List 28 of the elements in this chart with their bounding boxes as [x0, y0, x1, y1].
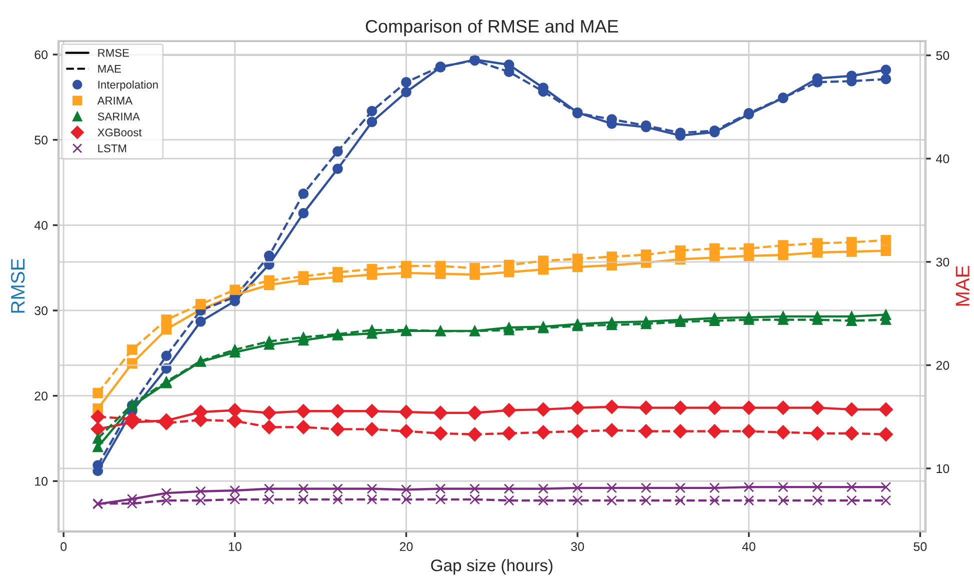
y2-axis-title: MAE [956, 266, 970, 306]
y2-tick-label: 10 [936, 464, 950, 474]
y-axis-title: RMSE [10, 258, 25, 313]
y2-tick-label: 50 [936, 51, 950, 60]
y-tick-label: 60 [34, 50, 48, 60]
x-tick-label: 20 [400, 542, 413, 552]
legend-label: SARIMA [98, 112, 140, 120]
x-tick-label: 50 [914, 542, 927, 552]
x-tick-label: 10 [228, 542, 242, 552]
legend-label: ARIMA [97, 96, 132, 104]
legend-label: LSTM [98, 144, 126, 152]
x-tick-label: 30 [571, 542, 584, 552]
y2-tick-label: 30 [936, 258, 950, 267]
x-tick-label: 40 [742, 542, 756, 552]
x-tick-label: 0 [60, 542, 67, 552]
y-tick-label: 20 [34, 392, 48, 400]
y-tick-label: 30 [34, 306, 48, 316]
y2-tick-label: 20 [936, 360, 950, 370]
x-axis-title: Gap size (hours) [431, 559, 552, 575]
legend-label: XGBoost [98, 128, 142, 136]
legend-label: Interpolation [98, 80, 158, 91]
chart-title: Comparison of RMSE and MAE [366, 19, 618, 36]
y2-tick-label: 40 [936, 154, 950, 164]
y-tick-label: 50 [34, 136, 48, 144]
y-tick-label: 10 [35, 476, 48, 486]
annotation: MAE [98, 64, 121, 73]
y-tick-label: 40 [34, 220, 48, 230]
annotation: RMSE [98, 48, 129, 57]
